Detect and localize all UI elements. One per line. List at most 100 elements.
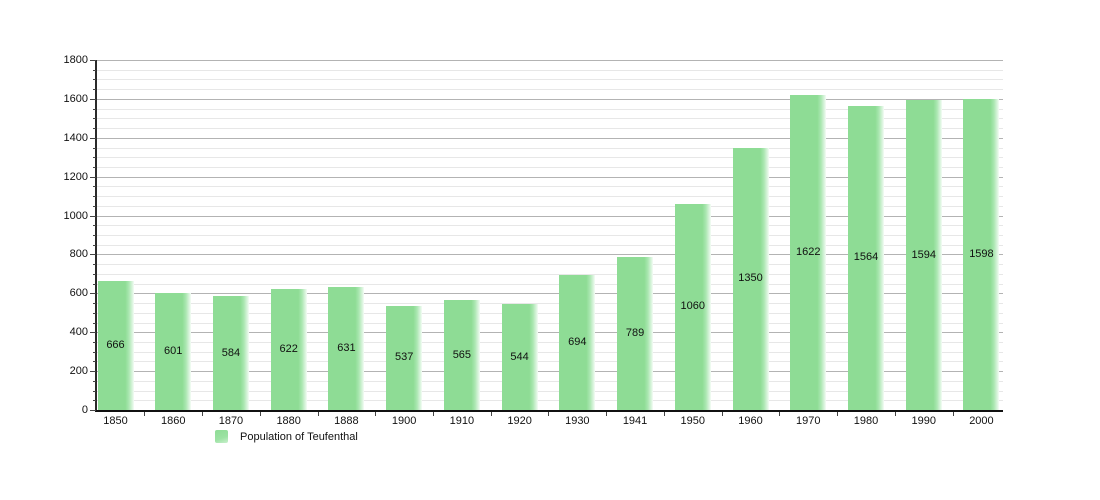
bar-1900: [386, 305, 423, 410]
y-axis-label-1400: 1400: [63, 131, 88, 144]
x-tick-10: [721, 412, 723, 416]
bar-1870: [212, 296, 249, 410]
x-tick-1: [202, 412, 204, 416]
x-axis-label-1980: 1980: [853, 415, 879, 427]
x-tick-9: [663, 412, 665, 416]
bar-value-1880: 622: [279, 343, 298, 356]
x-tick-3: [317, 412, 319, 416]
y-tick-1450: [93, 128, 96, 130]
y-axis-label-1200: 1200: [63, 170, 88, 183]
bar-2000: [963, 99, 1000, 410]
gridline-minor-750: [97, 264, 1003, 266]
legend: Population of Teufenthal: [215, 430, 358, 443]
y-tick-900: [93, 235, 96, 236]
x-axis-label-1920: 1920: [507, 415, 532, 427]
x-axis-label-1888: 1888: [334, 415, 359, 427]
x-tick-0: [144, 412, 146, 416]
bar-1860: [155, 293, 192, 410]
gridline-minor-850: [97, 244, 1003, 246]
gridline-minor-450: [97, 322, 1003, 324]
y-tick-450: [93, 322, 96, 324]
y-tick-1600: [90, 98, 96, 100]
bar-value-2000: 1598: [969, 248, 994, 261]
x-tick-4: [375, 412, 377, 416]
y-tick-1700: [93, 79, 96, 81]
y-axis-label-600: 600: [69, 287, 88, 300]
bar-value-1990: 1594: [911, 248, 936, 261]
gridline-minor-700: [97, 273, 1003, 275]
y-tick-1200: [90, 176, 96, 178]
y-tick-1500: [93, 118, 96, 120]
y-tick-1550: [93, 108, 96, 110]
bar-1920: [501, 304, 538, 410]
y-axis-label-1800: 1800: [63, 54, 88, 66]
bar-1980: [847, 105, 884, 410]
gridline-minor-250: [97, 361, 1003, 363]
y-axis-label-1600: 1600: [63, 92, 88, 105]
bar-1970: [790, 94, 827, 410]
x-axis-line: [95, 410, 1003, 412]
x-axis-label-1870: 1870: [218, 415, 244, 427]
bar-value-1920: 544: [510, 350, 529, 363]
x-axis-label-1900: 1900: [391, 415, 417, 427]
gridline-minor-100: [97, 390, 1003, 392]
y-tick-300: [93, 351, 96, 353]
y-axis-label-0: 0: [81, 404, 88, 416]
x-axis-label-1910: 1910: [449, 415, 475, 427]
y-tick-500: [93, 312, 96, 314]
y-axis-label-200: 200: [69, 365, 88, 378]
bar-1960: [732, 147, 769, 410]
gridline-minor-500: [97, 312, 1003, 314]
y-tick-600: [90, 293, 96, 295]
gridline-major-1200: [97, 176, 1003, 178]
bar-value-1960: 1350: [738, 272, 763, 285]
bar-1950: [674, 203, 711, 410]
x-axis-label-1950: 1950: [680, 415, 706, 427]
bar-1880: [270, 289, 307, 410]
y-tick-800: [90, 254, 96, 256]
bar-1941: [617, 256, 654, 410]
y-tick-850: [93, 244, 96, 246]
x-axis-label-1970: 1970: [796, 415, 821, 427]
gridline-major-400: [97, 332, 1003, 334]
bar-value-1980: 1564: [853, 251, 879, 264]
y-tick-50: [93, 400, 96, 402]
bar-value-1870: 584: [221, 346, 241, 359]
x-tick-6: [490, 412, 492, 416]
gridline-major-1400: [97, 137, 1003, 139]
gridline-minor-1250: [97, 166, 1003, 168]
x-tick-13: [894, 412, 896, 416]
x-axis-label-2000: 2000: [969, 415, 994, 427]
y-tick-1350: [93, 147, 96, 149]
bar-value-1900: 537: [394, 351, 414, 364]
bar-1850: [97, 280, 134, 410]
gridline-major-1600: [97, 98, 1003, 100]
x-axis-label-1850: 1850: [103, 415, 128, 427]
x-tick-14: [952, 412, 954, 416]
y-tick-100: [93, 390, 96, 392]
bar-value-1850: 666: [106, 338, 125, 351]
y-tick-650: [93, 283, 96, 285]
x-axis-label-1880: 1880: [276, 415, 301, 427]
y-tick-400: [90, 332, 96, 334]
y-tick-1650: [93, 89, 96, 91]
gridline-major-600: [97, 293, 1003, 295]
gridline-minor-1750: [97, 69, 1003, 71]
x-tick-2: [259, 412, 261, 416]
y-tick-700: [93, 273, 96, 275]
y-tick-950: [93, 225, 96, 227]
y-tick-1100: [93, 196, 96, 198]
gridline-minor-950: [97, 225, 1003, 227]
x-axis-label-1930: 1930: [565, 415, 590, 427]
gridline-minor-350: [97, 341, 1003, 343]
gridline-minor-1050: [97, 205, 1003, 207]
y-axis-label-1000: 1000: [63, 209, 88, 222]
y-tick-0: [90, 410, 96, 411]
x-tick-12: [837, 412, 839, 416]
x-axis-label-1990: 1990: [911, 415, 936, 427]
legend-label: Population of Teufenthal: [240, 430, 358, 443]
y-tick-1800: [90, 60, 96, 61]
bar-1910: [443, 300, 480, 410]
y-tick-1300: [93, 157, 96, 159]
plot-area: 666 601 584 622 631 537 565 544 694 789 1060 1350 16…: [97, 60, 1003, 410]
